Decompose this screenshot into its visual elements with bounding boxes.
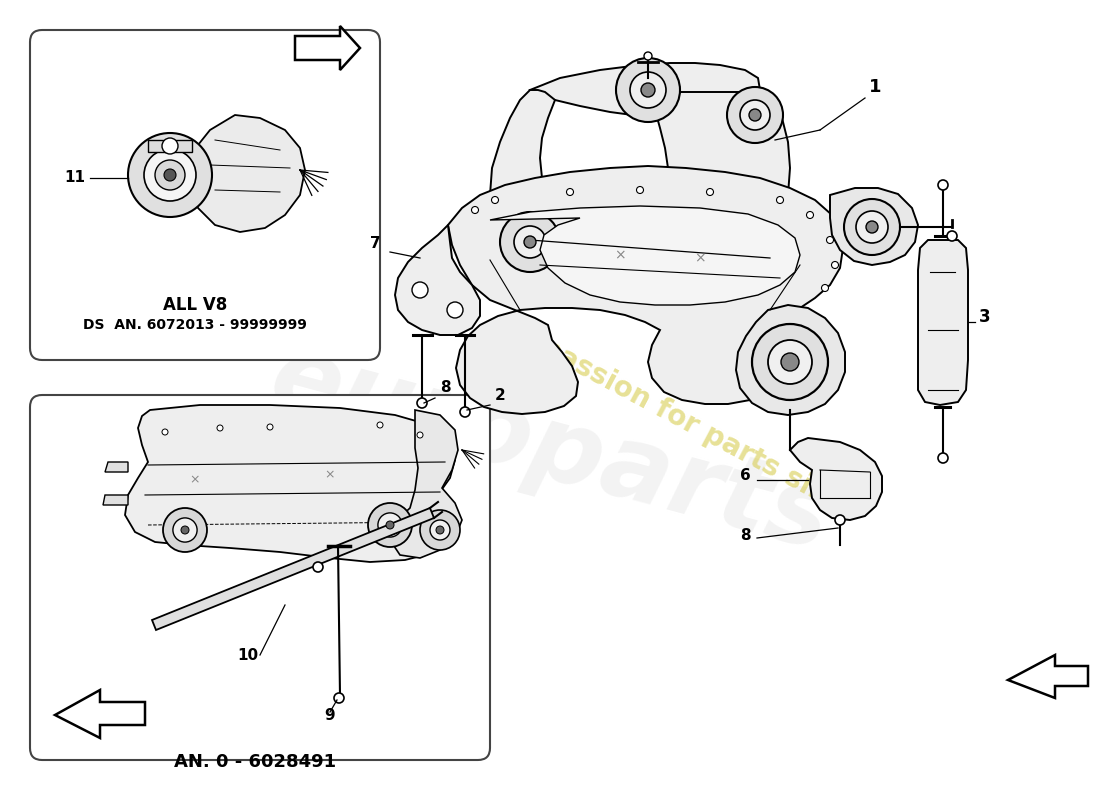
Circle shape (637, 186, 644, 194)
Polygon shape (390, 410, 462, 558)
Polygon shape (490, 206, 800, 305)
Circle shape (947, 231, 957, 241)
Circle shape (524, 236, 536, 248)
Circle shape (826, 237, 834, 243)
Circle shape (162, 138, 178, 154)
Circle shape (938, 180, 948, 190)
FancyBboxPatch shape (30, 30, 379, 360)
Circle shape (460, 407, 470, 417)
Circle shape (377, 422, 383, 428)
Circle shape (436, 526, 444, 534)
Text: 2: 2 (495, 388, 505, 403)
Circle shape (822, 285, 828, 291)
Polygon shape (830, 188, 918, 265)
Polygon shape (490, 90, 568, 268)
Polygon shape (148, 140, 192, 152)
Circle shape (472, 206, 478, 214)
Polygon shape (448, 166, 843, 414)
Circle shape (768, 340, 812, 384)
Circle shape (616, 58, 680, 122)
Text: 9: 9 (324, 708, 336, 723)
Polygon shape (295, 26, 360, 70)
Circle shape (835, 515, 845, 525)
Circle shape (777, 197, 783, 203)
Circle shape (749, 109, 761, 121)
Circle shape (706, 189, 714, 195)
Circle shape (182, 526, 189, 534)
Circle shape (162, 429, 168, 435)
Text: 10: 10 (238, 648, 258, 663)
Text: AN. 0 - 6028491: AN. 0 - 6028491 (174, 753, 337, 771)
Circle shape (447, 302, 463, 318)
Text: 3: 3 (979, 308, 991, 326)
Circle shape (727, 87, 783, 143)
Text: ×: × (694, 251, 706, 265)
Circle shape (368, 503, 412, 547)
Circle shape (420, 510, 460, 550)
Circle shape (430, 520, 450, 540)
Polygon shape (395, 225, 480, 335)
Circle shape (144, 149, 196, 201)
Circle shape (386, 521, 394, 529)
Circle shape (500, 212, 560, 272)
FancyBboxPatch shape (30, 395, 489, 760)
Circle shape (492, 197, 498, 203)
Circle shape (378, 513, 403, 537)
Circle shape (163, 508, 207, 552)
Text: 6: 6 (739, 468, 750, 483)
Text: ×: × (614, 248, 626, 262)
Polygon shape (55, 690, 145, 738)
Circle shape (334, 693, 344, 703)
Text: ×: × (189, 474, 200, 486)
Text: ALL V8: ALL V8 (163, 296, 227, 314)
Polygon shape (736, 305, 845, 415)
Circle shape (164, 169, 176, 181)
Circle shape (514, 226, 546, 258)
Circle shape (417, 432, 424, 438)
Circle shape (173, 518, 197, 542)
Polygon shape (103, 495, 128, 505)
Circle shape (412, 282, 428, 298)
Circle shape (752, 324, 828, 400)
Text: europarts: europarts (258, 326, 842, 574)
Circle shape (740, 100, 770, 130)
Polygon shape (104, 462, 128, 472)
Polygon shape (790, 438, 882, 520)
Circle shape (938, 453, 948, 463)
Text: passion for parts since: passion for parts since (536, 334, 865, 526)
Circle shape (856, 211, 888, 243)
Polygon shape (1008, 655, 1088, 698)
Polygon shape (918, 240, 968, 405)
Polygon shape (152, 508, 434, 630)
Text: 11: 11 (65, 170, 86, 186)
Circle shape (866, 221, 878, 233)
Circle shape (566, 189, 573, 195)
Circle shape (844, 199, 900, 255)
Polygon shape (125, 405, 455, 562)
Text: 1: 1 (869, 78, 881, 96)
Circle shape (630, 72, 666, 108)
Circle shape (128, 133, 212, 217)
Polygon shape (530, 63, 760, 118)
Text: 8: 8 (440, 380, 450, 395)
Polygon shape (645, 90, 790, 283)
Circle shape (644, 52, 652, 60)
Circle shape (781, 353, 799, 371)
Polygon shape (192, 115, 305, 232)
Text: ×: × (324, 469, 336, 482)
Circle shape (217, 425, 223, 431)
Circle shape (314, 562, 323, 572)
Circle shape (806, 211, 814, 218)
Circle shape (641, 83, 654, 97)
Circle shape (155, 160, 185, 190)
Text: 8: 8 (739, 528, 750, 543)
Text: 7: 7 (370, 236, 381, 251)
Circle shape (267, 424, 273, 430)
Text: DS  AN. 6072013 - 99999999: DS AN. 6072013 - 99999999 (84, 318, 307, 332)
Circle shape (417, 398, 427, 408)
Circle shape (832, 262, 838, 269)
